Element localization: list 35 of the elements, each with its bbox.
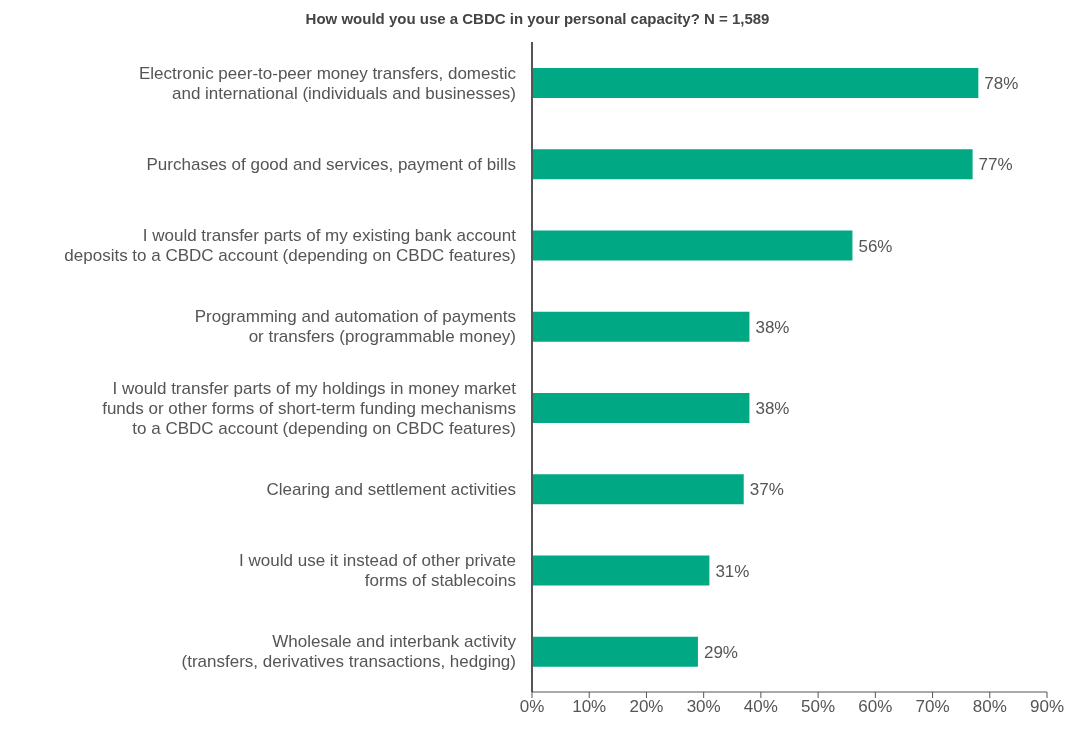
x-tick-label: 30% — [686, 697, 721, 717]
y-tick-label: Electronic peer-to-peer money transfers, domestic and international (individuals and businesses) — [139, 63, 517, 103]
data-label: 38% — [755, 317, 790, 337]
bar — [532, 311, 750, 342]
y-tick-label: Programming and automation of payments or transfers (programmable money) — [194, 306, 516, 346]
x-tick-label: 40% — [743, 697, 778, 717]
bar — [532, 636, 698, 667]
y-tick-label: I would transfer parts of my holdings in money market funds or other forms of short-term funding mechanisms to a CBDC account (depending on CBDC features) — [102, 378, 517, 438]
bar — [532, 68, 979, 98]
data-label: 78% — [984, 74, 1019, 94]
data-label: 38% — [755, 399, 790, 419]
bar — [532, 474, 744, 505]
chart-title: How would you use a CBDC in your personal capacity? N = 1,589 — [304, 9, 771, 29]
data-label: 56% — [858, 236, 893, 256]
x-tick-label: 50% — [801, 697, 836, 717]
data-label: 77% — [978, 155, 1013, 175]
x-tick-label: 0% — [519, 697, 545, 717]
x-tick-label: 80% — [972, 697, 1007, 717]
y-tick-label: Wholesale and interbank activity (transfers, derivatives transactions, hedging) — [181, 631, 517, 671]
data-label: 31% — [715, 561, 750, 581]
x-tick-label: 10% — [572, 697, 607, 717]
data-label: 29% — [703, 642, 738, 662]
y-tick-label: Clearing and settlement activities — [266, 479, 516, 499]
bar — [532, 393, 750, 423]
x-tick-label: 60% — [858, 697, 893, 717]
y-tick-label: Purchases of good and services, payment of bills — [146, 154, 516, 174]
x-tick-label: 90% — [1029, 697, 1065, 717]
x-tick-label: 20% — [629, 697, 664, 717]
bar — [532, 230, 853, 261]
data-label: 37% — [749, 480, 784, 500]
x-tick-label: 70% — [915, 697, 950, 717]
bar — [532, 149, 973, 180]
bar — [532, 555, 710, 586]
y-tick-label: I would transfer parts of my existing bank account deposits to a CBDC account (depending on CBDC features) — [64, 225, 517, 265]
y-tick-label: I would use it instead of other private forms of stablecoins — [239, 550, 516, 590]
